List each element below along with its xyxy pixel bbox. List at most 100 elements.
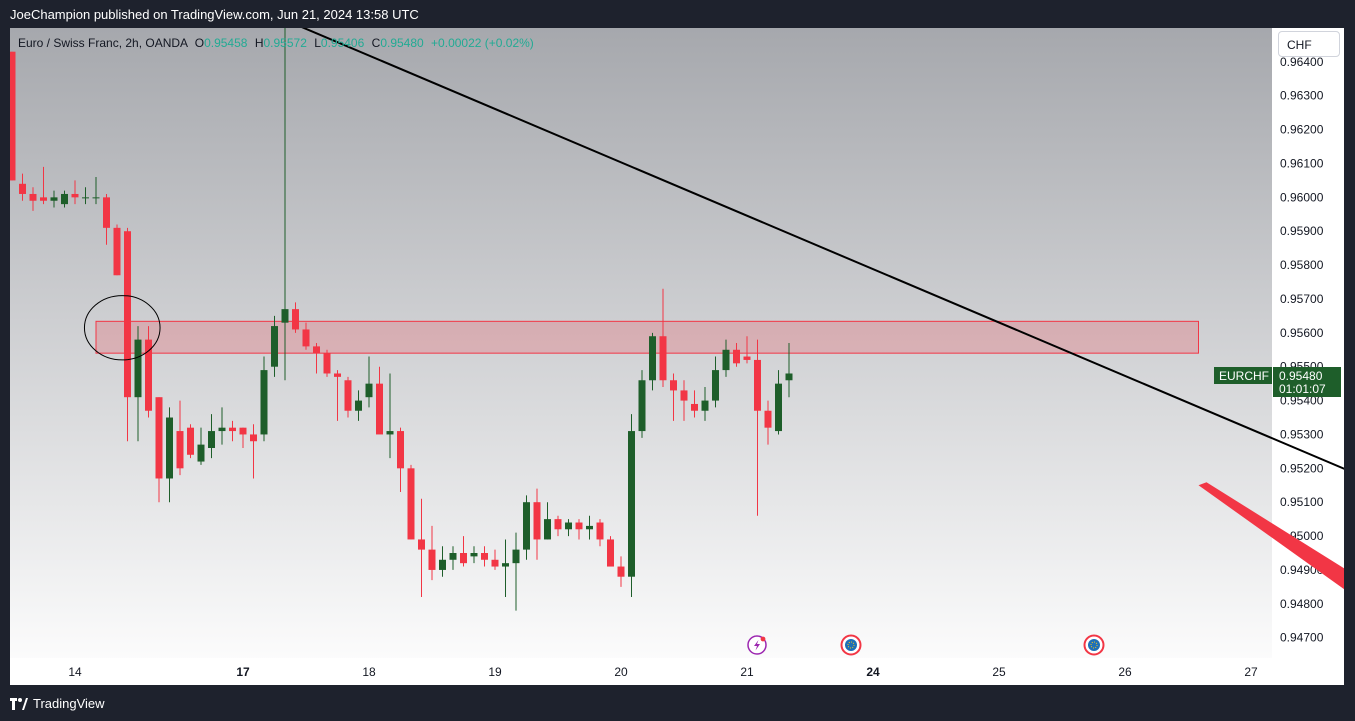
candle-body bbox=[250, 434, 257, 442]
dividend-event-icon[interactable] bbox=[747, 635, 767, 655]
candle bbox=[680, 380, 688, 421]
candles-layer bbox=[10, 28, 793, 611]
candle bbox=[166, 407, 173, 503]
candle bbox=[71, 180, 79, 205]
time-tick-label: 26 bbox=[1118, 665, 1132, 679]
candle-body bbox=[365, 383, 373, 398]
tradingview-logo[interactable]: TradingView bbox=[10, 696, 105, 711]
chart-canvas[interactable]: 0.96400 0.96300 0.96200 0.96100 0.96000 0.959… bbox=[10, 28, 1344, 685]
change-value: +0.00022 (+0.02%) bbox=[431, 36, 534, 50]
candle bbox=[775, 370, 782, 435]
candle bbox=[418, 498, 425, 598]
candle bbox=[10, 51, 16, 181]
price-tag-bg bbox=[1273, 367, 1341, 397]
candle-body bbox=[113, 227, 121, 276]
candle bbox=[449, 546, 457, 570]
candle bbox=[176, 400, 184, 476]
candle bbox=[82, 187, 89, 205]
candle bbox=[250, 424, 257, 479]
candle-body bbox=[50, 197, 58, 201]
candle-body bbox=[239, 427, 247, 435]
price-tick-label: 0.96000 bbox=[1280, 190, 1324, 204]
time-tick-label: 14 bbox=[68, 665, 82, 679]
price-tick-label: 0.94800 bbox=[1280, 597, 1324, 611]
candle-body bbox=[355, 400, 362, 411]
candle-body bbox=[229, 427, 236, 432]
candle-body bbox=[407, 468, 415, 540]
time-axis-bg bbox=[10, 658, 1344, 685]
candle-body bbox=[586, 525, 593, 530]
resistance-zone bbox=[95, 320, 1199, 354]
candle-body bbox=[218, 427, 226, 432]
candle-body bbox=[764, 410, 772, 428]
candle bbox=[470, 546, 478, 564]
economic-event-icon[interactable] bbox=[1083, 634, 1105, 656]
candle-body bbox=[743, 356, 751, 360]
candle bbox=[103, 193, 110, 245]
candle bbox=[155, 397, 163, 503]
candle-body bbox=[281, 309, 289, 323]
highlight-ellipse bbox=[83, 295, 161, 361]
candle bbox=[596, 519, 604, 547]
candle bbox=[554, 515, 562, 537]
candle-body bbox=[334, 373, 341, 377]
candle bbox=[365, 356, 373, 408]
candle bbox=[575, 519, 583, 540]
candle bbox=[439, 546, 446, 577]
price-tag-countdown: 01:01:07 bbox=[1279, 382, 1326, 396]
candle-body bbox=[176, 431, 184, 469]
candle-body bbox=[512, 549, 520, 564]
candle bbox=[187, 424, 194, 459]
candle bbox=[764, 400, 772, 445]
tradingview-brand: TradingView bbox=[33, 696, 105, 711]
candle-body bbox=[61, 193, 68, 205]
time-axis[interactable]: 14 17 18 19 20 21 24 25 26 27 bbox=[10, 658, 1344, 685]
time-tick-label: 19 bbox=[488, 665, 502, 679]
tradingview-logo-icon bbox=[10, 697, 28, 710]
candle bbox=[323, 349, 331, 377]
open-label: O bbox=[194, 36, 205, 50]
candle-body bbox=[491, 559, 499, 567]
trendline bbox=[301, 28, 1344, 470]
resistance-zone-layer bbox=[95, 320, 1199, 354]
chart-area[interactable]: 0.96400 0.96300 0.96200 0.96100 0.96000 0.959… bbox=[10, 28, 1344, 685]
candle bbox=[544, 502, 551, 540]
symbol-tag-bg bbox=[1214, 367, 1272, 384]
candle-body bbox=[481, 553, 488, 560]
candle bbox=[722, 339, 730, 377]
time-tick-label: 27 bbox=[1244, 665, 1258, 679]
candle bbox=[376, 366, 383, 435]
price-tick-label: 0.95900 bbox=[1280, 224, 1324, 238]
time-tick-label: 17 bbox=[236, 665, 250, 679]
price-tick-label: 0.95200 bbox=[1280, 461, 1324, 475]
candle-body bbox=[712, 370, 719, 401]
candle-body bbox=[155, 397, 163, 479]
candle bbox=[208, 414, 215, 459]
candle-body bbox=[460, 553, 467, 564]
economic-event-icon[interactable] bbox=[840, 634, 862, 656]
price-axis[interactable]: 0.96400 0.96300 0.96200 0.96100 0.96000 0.959… bbox=[1272, 28, 1344, 685]
price-tick-label: 0.96300 bbox=[1280, 89, 1324, 103]
open-value: 0.95458 bbox=[204, 36, 248, 50]
currency-button[interactable]: CHF bbox=[1278, 31, 1340, 57]
candle bbox=[460, 536, 467, 567]
candle bbox=[271, 315, 278, 377]
time-tick-label: 20 bbox=[614, 665, 628, 679]
candle bbox=[113, 224, 121, 276]
candle-body bbox=[145, 339, 152, 411]
candle bbox=[586, 515, 593, 540]
candle bbox=[386, 373, 394, 459]
candle bbox=[649, 332, 656, 391]
time-tick-label: 21 bbox=[740, 665, 754, 679]
candle bbox=[523, 495, 530, 560]
price-tick-label: 0.95300 bbox=[1280, 427, 1324, 441]
candle bbox=[19, 173, 26, 201]
candle bbox=[428, 525, 436, 581]
candle bbox=[40, 166, 47, 205]
candle-body bbox=[71, 193, 79, 198]
candle bbox=[670, 373, 677, 421]
symbol-title: Euro / Swiss Franc, 2h, OANDA bbox=[18, 36, 188, 50]
candle bbox=[229, 420, 236, 442]
price-tick-label: 0.94700 bbox=[1280, 631, 1324, 645]
candle bbox=[145, 326, 152, 418]
